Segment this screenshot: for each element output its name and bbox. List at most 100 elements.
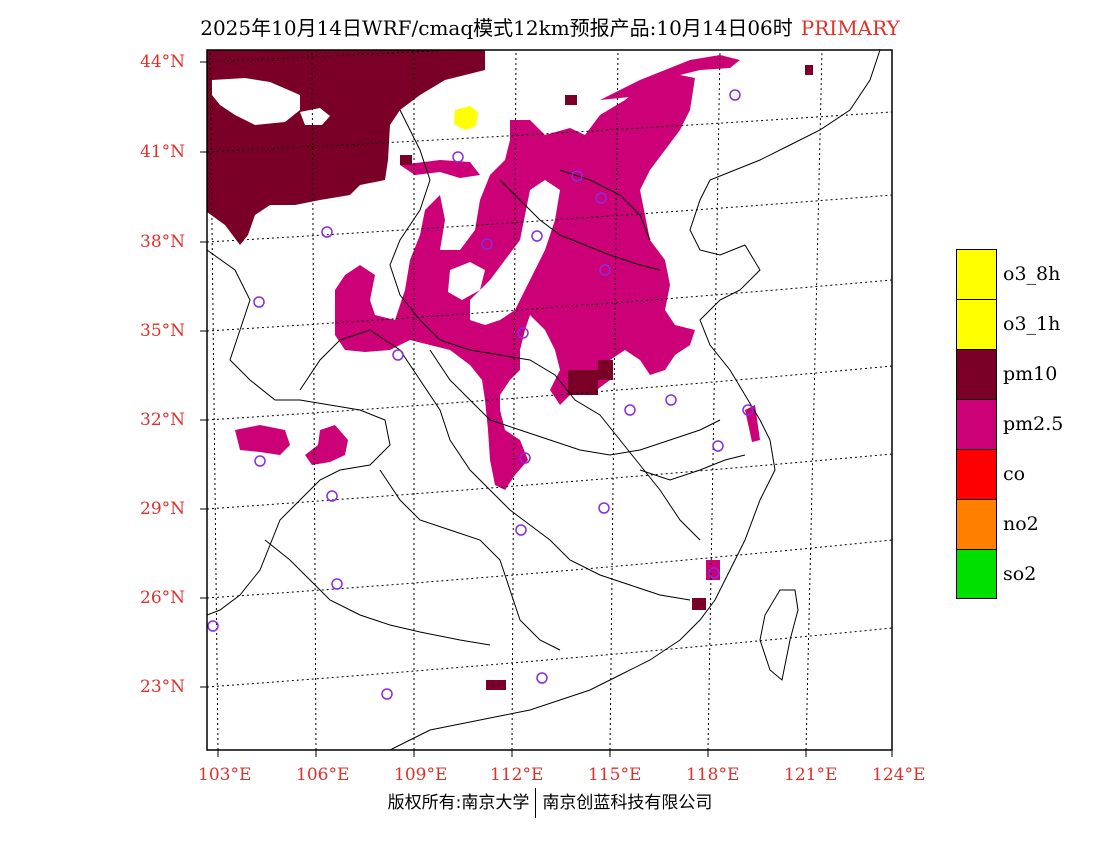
city-marker	[595, 192, 607, 204]
copyright-footer: 版权所有:南京大学 南京创蓝科技有限公司	[0, 788, 1100, 818]
legend-swatch	[956, 249, 997, 299]
pm10-patch	[598, 360, 613, 380]
border-line	[207, 249, 391, 616]
legend-swatch	[956, 549, 997, 599]
city-marker	[326, 490, 338, 502]
city-marker	[624, 404, 636, 416]
legend-label: pm2.5	[1003, 413, 1064, 435]
city-marker	[599, 264, 611, 276]
pollutant-legend: o3_8h o3_1h pm10 pm2.5 co no2 so2	[956, 249, 1063, 599]
pm25-region-north-china-gap	[470, 180, 560, 325]
o3-region	[454, 106, 478, 130]
taiwan-outline	[759, 589, 799, 681]
map-title-tag: PRIMARY	[800, 16, 900, 40]
legend-label: pm10	[1003, 363, 1058, 385]
graticule-parallel	[207, 627, 892, 688]
pm10-patch	[568, 370, 598, 395]
copyright-right: 南京创蓝科技有限公司	[542, 793, 713, 813]
border-line	[639, 454, 746, 481]
lat-label-32n: 32°N	[140, 410, 186, 430]
map-title-main: 2025年10月14日WRF/cmaq模式12km预报产品:10月14日06时	[200, 16, 793, 40]
legend-swatch	[956, 299, 997, 349]
lat-label-29n: 29°N	[140, 499, 186, 519]
legend-swatch	[956, 499, 997, 549]
legend-item-co: co	[956, 449, 1063, 499]
lat-label-38n: 38°N	[140, 232, 186, 252]
legend-item-no2: no2	[956, 499, 1063, 549]
legend-label: so2	[1003, 563, 1037, 585]
lon-label-106e: 106°E	[296, 765, 350, 785]
graticule-meridian	[609, 50, 619, 750]
legend-item-so2: so2	[956, 549, 1063, 599]
graticule-meridian	[707, 50, 721, 750]
pm25-region-chongqing	[305, 425, 348, 465]
pm10-region-northwest-gap2	[300, 108, 330, 125]
graticule-meridian	[805, 50, 823, 750]
city-marker	[729, 89, 741, 101]
pm10-patch	[486, 680, 506, 690]
lat-label-23n: 23°N	[140, 677, 186, 697]
pm25-region-north-china-gap2	[448, 262, 485, 300]
pm10-patch	[805, 65, 813, 75]
lat-label-44n: 44°N	[140, 52, 186, 72]
lon-label-109e: 109°E	[394, 765, 448, 785]
border-line	[379, 469, 561, 651]
city-marker	[571, 170, 583, 182]
city-marker	[708, 567, 720, 579]
map-title: 2025年10月14日WRF/cmaq模式12km预报产品:10月14日06时 P…	[0, 12, 1100, 41]
lon-label-118e: 118°E	[686, 765, 740, 785]
lon-label-103e: 103°E	[198, 765, 252, 785]
legend-item-o3-8h: o3_8h	[956, 249, 1063, 299]
graticule-meridian	[311, 50, 317, 750]
border-line	[389, 109, 701, 541]
city-marker	[331, 578, 343, 590]
legend-label: o3_1h	[1003, 313, 1061, 335]
city-marker	[392, 349, 404, 361]
pm25-region-sichuan	[235, 425, 290, 455]
city-marker	[665, 394, 677, 406]
map-frame	[206, 49, 893, 751]
graticule-meridian	[511, 50, 517, 750]
legend-swatch	[956, 449, 997, 499]
legend-swatch	[956, 399, 997, 449]
city-marker	[598, 502, 610, 514]
city-marker	[254, 455, 266, 467]
legend-label: co	[1003, 463, 1026, 485]
pm25-region-northeast2	[600, 55, 740, 100]
lon-label-121e: 121°E	[784, 765, 838, 785]
pm25-region-northeast	[400, 160, 480, 178]
city-marker	[253, 296, 265, 308]
graticule-parallel	[207, 539, 892, 599]
city-marker	[452, 151, 464, 163]
legend-item-o3-1h: o3_1h	[956, 299, 1063, 349]
city-marker	[536, 672, 548, 684]
border-line	[429, 349, 721, 456]
city-marker	[321, 226, 333, 238]
legend-label: no2	[1003, 513, 1039, 535]
lat-label-26n: 26°N	[140, 588, 186, 608]
city-marker	[207, 620, 219, 632]
city-marker	[519, 452, 531, 464]
border-line	[499, 179, 661, 271]
pm10-patch	[692, 598, 706, 610]
pm10-patch	[565, 95, 577, 105]
lat-label-41n: 41°N	[140, 142, 186, 162]
lon-label-124e: 124°E	[872, 765, 926, 785]
border-line	[299, 329, 691, 601]
city-marker	[381, 688, 393, 700]
legend-swatch	[956, 349, 997, 399]
city-marker	[531, 230, 543, 242]
copyright-left: 版权所有:南京大学	[387, 793, 530, 813]
lon-label-112e: 112°E	[490, 765, 544, 785]
legend-item-pm25: pm2.5	[956, 399, 1063, 449]
pm10-patch	[400, 155, 412, 165]
city-marker	[481, 238, 493, 250]
city-marker	[712, 440, 724, 452]
graticule-parallel	[207, 453, 892, 510]
legend-item-pm10: pm10	[956, 349, 1063, 399]
footer-divider	[535, 788, 537, 818]
border-line	[264, 539, 491, 646]
graticule-parallel	[207, 365, 892, 421]
lat-label-35n: 35°N	[140, 321, 186, 341]
